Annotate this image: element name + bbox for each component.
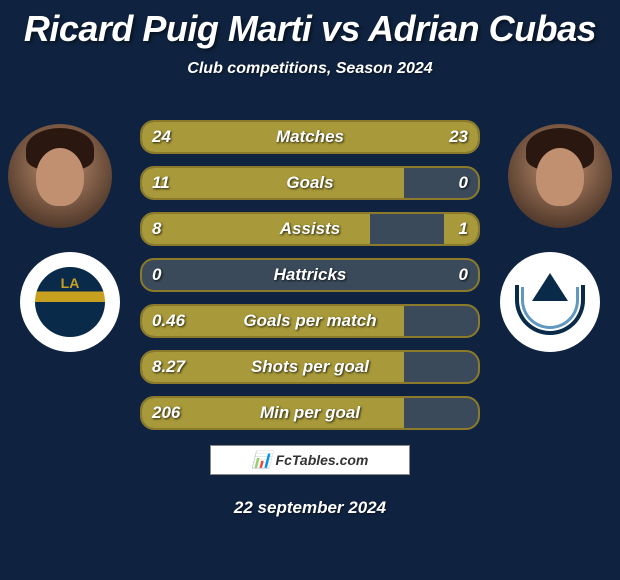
date-text: 22 september 2024 [0,498,620,518]
stat-label: Goals [142,168,478,198]
page-title: Ricard Puig Marti vs Adrian Cubas [0,0,620,50]
player-left-avatar [8,124,112,228]
chart-icon: 📊 [252,450,272,470]
stat-value-right: 0 [459,168,468,198]
stat-value-right: 23 [449,122,468,152]
stat-label: Min per goal [142,398,478,428]
club-right-logo [500,252,600,352]
stat-label: Assists [142,214,478,244]
page-subtitle: Club competitions, Season 2024 [0,60,620,78]
stat-row: 11Goals0 [140,166,480,200]
attribution-text: FcTables.com [276,452,369,468]
stat-row: 8Assists1 [140,212,480,246]
stat-row: 24Matches23 [140,120,480,154]
stat-value-right: 0 [459,260,468,290]
stat-row: 8.27Shots per goal [140,350,480,384]
stat-label: Goals per match [142,306,478,336]
stat-row: 0.46Goals per match [140,304,480,338]
stat-label: Shots per goal [142,352,478,382]
whitecaps-icon [515,267,585,337]
club-left-logo: LA [20,252,120,352]
stat-value-right: 1 [459,214,468,244]
stat-label: Matches [142,122,478,152]
comparison-chart: 24Matches2311Goals08Assists10Hattricks00… [140,120,480,442]
la-galaxy-icon: LA [35,267,105,337]
stat-row: 0Hattricks0 [140,258,480,292]
stat-label: Hattricks [142,260,478,290]
player-right-avatar [508,124,612,228]
stat-row: 206Min per goal [140,396,480,430]
attribution-badge: 📊 FcTables.com [210,445,410,475]
